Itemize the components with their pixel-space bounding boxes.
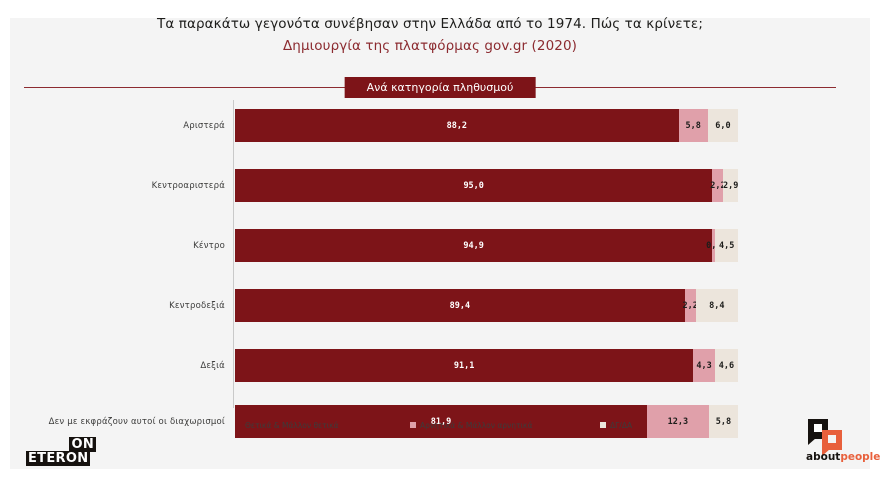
bar-segment: 6,0 [707, 109, 738, 142]
stacked-bar: 89,4 2,2 8,4 [235, 289, 738, 322]
aboutpeople-word1: about [806, 451, 841, 463]
bar-segment: 8,4 [695, 289, 738, 322]
legend-item[interactable]: Αρνητικά & Μάλλον αρνητικά [410, 421, 600, 430]
eteron-logo: ON ETERON [26, 437, 96, 471]
bar-segment: 2,2 [682, 289, 698, 322]
bar-value-label: 2,2 [710, 180, 726, 191]
bar-value-label: 95,0 [463, 180, 484, 191]
bar-segment: 5,8 [678, 109, 708, 142]
stacked-bar: 95,0 2,2 2,9 [235, 169, 738, 202]
bar-value-label: 94,9 [463, 240, 484, 251]
aboutpeople-word2: people [840, 451, 880, 463]
legend-swatch-icon [235, 422, 241, 428]
bar-value-label: 0,6 [706, 240, 722, 251]
bar-value-label: 6,0 [715, 120, 731, 131]
speech-bubble-orange-icon [822, 430, 842, 450]
chart-row: Δεν με εκφράζουν αυτοί οι διαχωρισμοί 81,… [0, 396, 860, 447]
bar-segment: 4,6 [714, 349, 738, 382]
chart-row: Κεντροαριστερά 95,0 2,2 2,9 [0, 160, 860, 211]
chart-legend: Θετικά & Μάλλον θετικά Αρνητικά & Μάλλον … [235, 418, 755, 432]
bar-value-label: 88,2 [446, 120, 468, 131]
bar-segment: 94,9 [235, 229, 713, 262]
category-axis-line [233, 100, 234, 408]
category-badge: Ανά κατηγορία πληθυσμού [344, 77, 536, 98]
bar-value-label: 5,8 [715, 416, 732, 427]
category-label: Κεντροδεξιά [169, 300, 225, 311]
legend-swatch-icon [410, 422, 416, 428]
stacked-bar: 91,1 4,3 4,6 [235, 349, 738, 382]
bar-value-label: 5,8 [685, 120, 701, 131]
stacked-bar: 88,2 5,8 6,0 [235, 109, 738, 142]
chart-row: Κέντρο 94,9 0,6 4,5 [0, 220, 860, 271]
eteron-logo-line1: ON [69, 437, 96, 452]
legend-swatch-icon [600, 422, 606, 428]
stacked-bar: 94,9 0,6 4,5 [235, 229, 738, 262]
aboutpeople-logo: aboutpeople [806, 419, 880, 469]
bar-value-label: 4,3 [696, 360, 712, 371]
bar-value-label: 81,9 [430, 416, 452, 427]
bar-segment: 4,5 [715, 229, 738, 262]
chart-row: Αριστερά 88,2 5,8 6,0 [0, 100, 860, 151]
category-label: Δεν με εκφράζουν αυτοί οι διαχωρισμοί [48, 416, 225, 427]
aboutpeople-wordmark: aboutpeople [806, 451, 880, 463]
legend-label: Θετικά & Μάλλον θετικά [245, 420, 339, 430]
bar-segment: 5,8 [708, 405, 738, 438]
stacked-bar-chart: Αριστερά 88,2 5,8 6,0 Κεντροαριστερά 95,0 2,2 2… [0, 100, 860, 438]
legend-label: Αρνητικά & Μάλλον αρνητικά [420, 420, 533, 430]
bar-value-label: 91,1 [453, 360, 475, 371]
bar-segment: 0,6 [706, 229, 722, 262]
bar-value-label: 4,6 [718, 360, 735, 371]
category-label: Δεξιά [200, 360, 225, 371]
bar-segment: 88,2 [235, 109, 679, 142]
bar-value-label: 2,2 [682, 300, 698, 311]
bar-segment: 91,1 [235, 349, 694, 382]
speech-bubble-orange-tail-icon [822, 449, 830, 456]
title-block: Τα παρακάτω γεγονότα συνέβησαν στην Ελλά… [0, 14, 860, 56]
chart-row: Κεντροδεξιά 89,4 2,2 8,4 [0, 280, 860, 331]
bar-segment: 4,3 [693, 349, 715, 382]
bar-value-label: 89,4 [449, 300, 471, 311]
speech-bubble-black-tail-icon [808, 438, 816, 445]
page-title: Τα παρακάτω γεγονότα συνέβησαν στην Ελλά… [157, 16, 703, 32]
eteron-logo-line2: ETERON [26, 451, 91, 466]
chart-rows: Αριστερά 88,2 5,8 6,0 Κεντροαριστερά 95,0 2,2 2… [0, 100, 860, 438]
category-label: Κέντρο [193, 240, 225, 251]
bar-segment: 89,4 [235, 289, 685, 322]
bar-value-label: 4,5 [718, 240, 735, 251]
page-subtitle: Δημιουργία της πλατφόρμας gov.gr (2020) [282, 38, 578, 54]
category-label: Κεντροαριστερά [151, 180, 225, 191]
bar-segment: 95,0 [235, 169, 713, 202]
bar-value-label: 2,9 [723, 180, 739, 191]
speech-bubble-icon [806, 419, 850, 456]
bar-segment: 12,3 [646, 405, 709, 438]
chart-row: Δεξιά 91,1 4,3 4,6 [0, 340, 860, 391]
bar-segment: 2,9 [723, 169, 738, 202]
legend-item[interactable]: Θετικά & Μάλλον θετικά [235, 421, 410, 430]
category-label: Αριστερά [183, 120, 225, 131]
legend-item[interactable]: ΔΓ/ΔΑ [600, 421, 632, 430]
bar-segment: 81,9 [235, 405, 647, 438]
bar-value-label: 12,3 [667, 416, 689, 427]
bar-value-label: 8,4 [709, 300, 725, 311]
bar-segment: 2,2 [710, 169, 726, 202]
legend-label: ΔΓ/ΔΑ [610, 420, 633, 430]
stacked-bar: 81,9 12,3 5,8 [235, 405, 738, 438]
